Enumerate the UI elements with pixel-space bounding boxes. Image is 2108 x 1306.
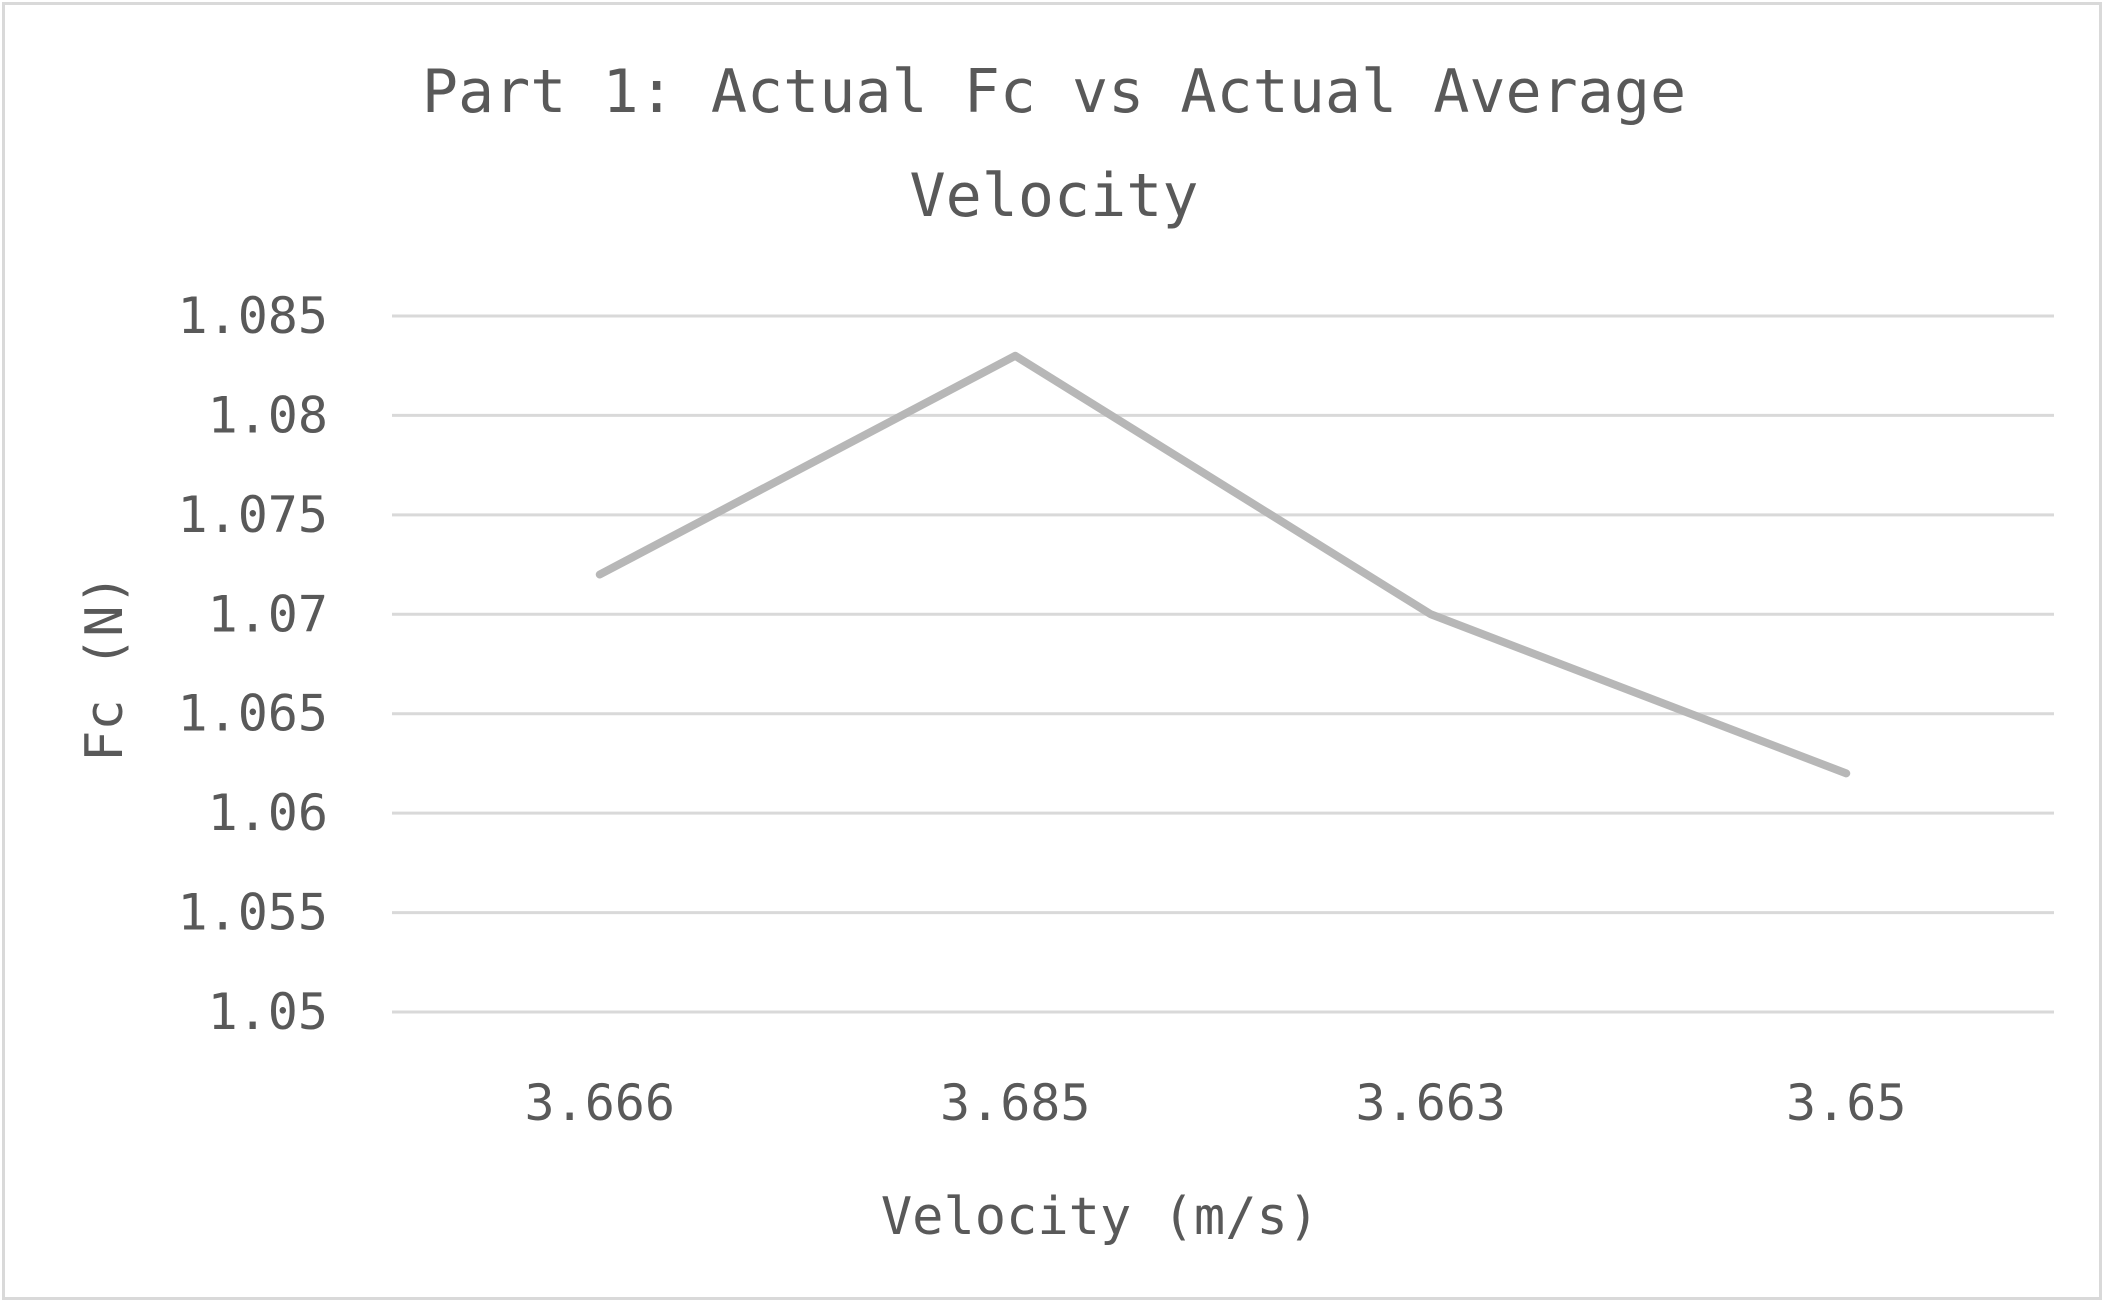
x-axis-title: Velocity (m/s) [881,1187,1319,1247]
y-axis-title: Fc (N) [75,574,135,762]
y-tick-label: 1.085 [177,287,328,345]
chart-title-line-2: Velocity [910,161,1199,231]
y-tick-label: 1.07 [208,585,328,643]
y-tick-label: 1.05 [208,983,328,1041]
y-tick-label: 1.065 [177,685,328,743]
y-tick-label: 1.075 [177,486,328,544]
y-axis-ticks: 1.05 1.055 1.06 1.065 1.07 1.075 1.08 1.085 [177,287,328,1041]
y-tick-label: 1.06 [208,784,328,842]
y-tick-label: 1.08 [208,386,328,444]
chart-title-line-1: Part 1: Actual Fc vs Actual Average [422,57,1686,127]
x-tick-label: 3.663 [1355,1074,1506,1132]
x-tick-label: 3.65 [1786,1074,1906,1132]
x-tick-label: 3.685 [940,1074,1091,1132]
x-tick-label: 3.666 [524,1074,675,1132]
x-axis-ticks: 3.666 3.685 3.663 3.65 [524,1074,1906,1132]
chart-title: Part 1: Actual Fc vs Actual Average Velo… [422,57,1686,231]
y-tick-label: 1.055 [177,884,328,942]
series-line-0 [595,351,1851,778]
series-lines [595,351,1851,778]
gridlines [392,314,2054,1014]
